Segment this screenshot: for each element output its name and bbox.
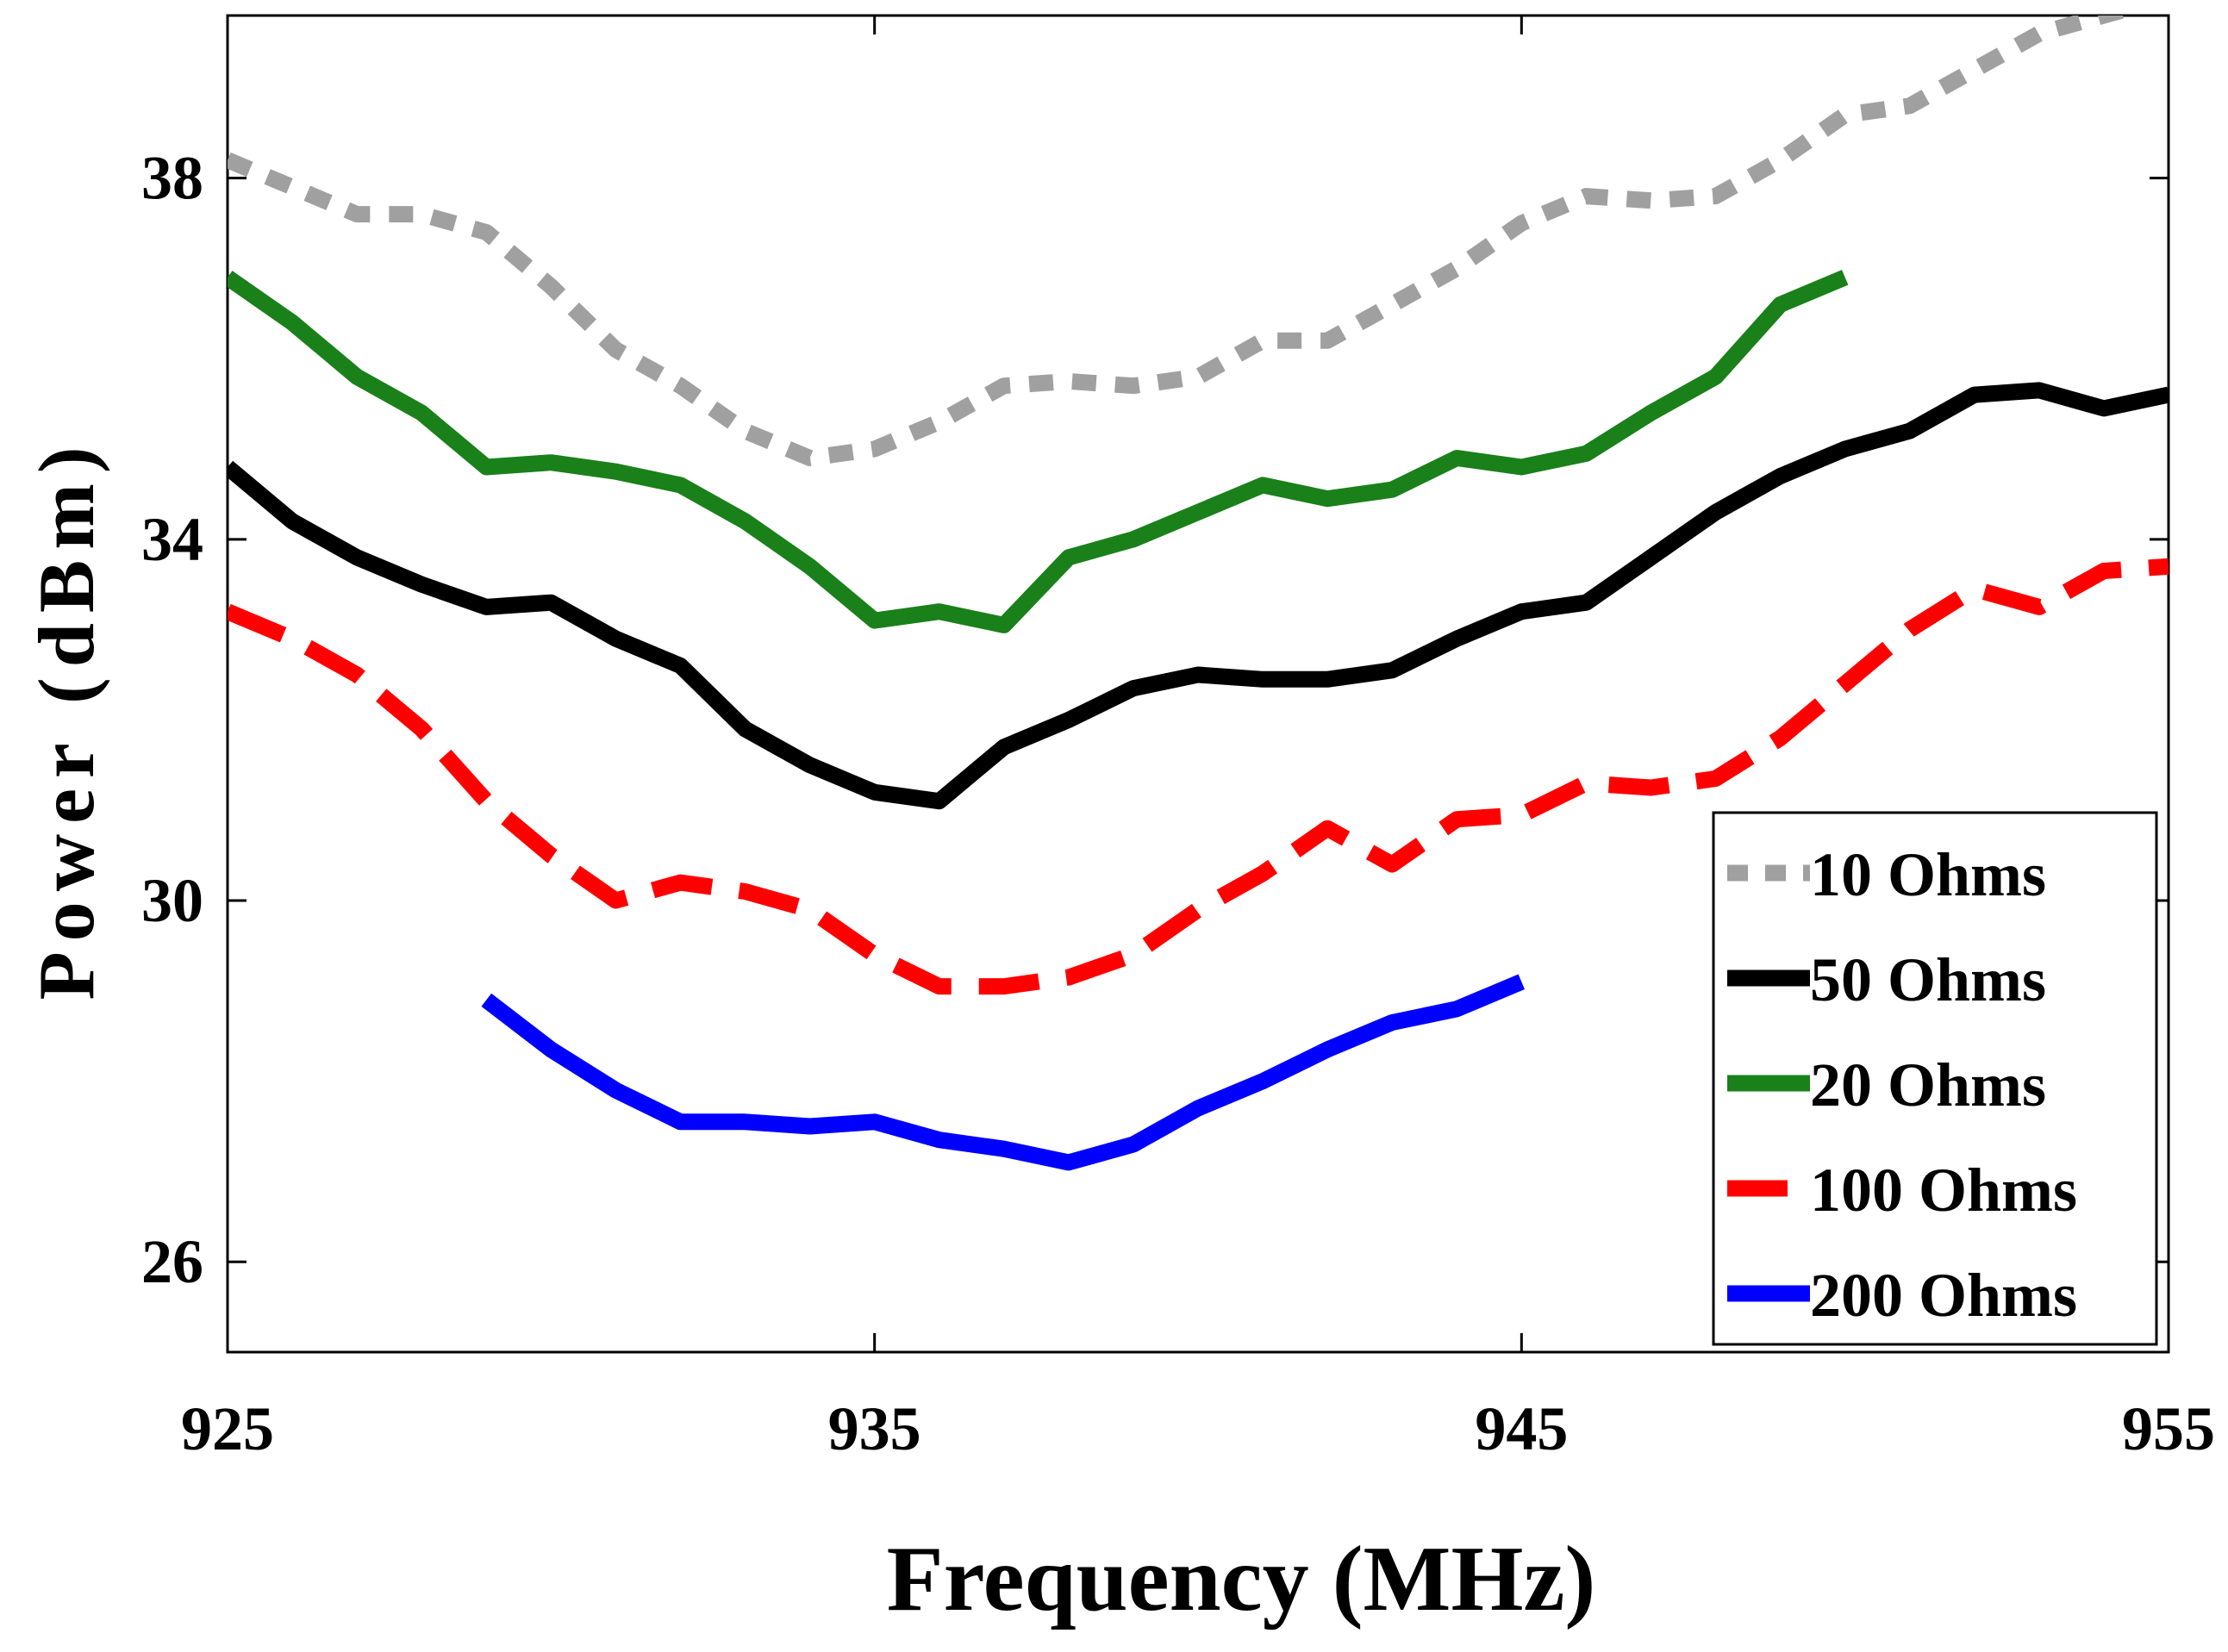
x-tick-label: 945 — [1475, 1394, 1568, 1463]
x-tick-label: 925 — [181, 1394, 274, 1463]
series-layer — [228, 16, 2169, 1171]
x-tick-label: 955 — [2122, 1394, 2215, 1463]
legend: 10 Ohms 50 Ohms 20 Ohms 100 Ohms 200 Ohms — [1712, 811, 2158, 1346]
series-line-50-ohms — [228, 382, 2169, 810]
y-tick-label: 26 — [141, 1227, 203, 1296]
y-tick-label: 34 — [141, 505, 203, 574]
y-axis-label: Power (dBm) — [22, 436, 110, 1000]
legend-label: 50 Ohms — [1810, 945, 2046, 1014]
axis-ticks — [226, 16, 2170, 1352]
series-line-100-ohms — [228, 558, 2169, 995]
plot-area-frame — [226, 14, 2170, 1354]
legend-label: 10 Ohms — [1810, 840, 2046, 909]
series-line-20-ohms — [228, 270, 1849, 633]
series-line-10-ohms — [228, 16, 2135, 466]
series-line-200-ohms — [481, 974, 1525, 1171]
legend-label: 200 Ohms — [1810, 1261, 2077, 1330]
x-tick-label: 935 — [828, 1394, 921, 1463]
y-tick-label: 38 — [141, 144, 203, 213]
x-axis-label: Frequency (MHz) — [887, 1528, 1596, 1630]
tick-labels: 925 935 945 955 26 30 34 38 — [141, 144, 2215, 1463]
legend-label: 100 Ohms — [1810, 1156, 2077, 1225]
y-tick-label: 30 — [141, 866, 203, 935]
legend-label: 20 Ohms — [1810, 1050, 2046, 1119]
